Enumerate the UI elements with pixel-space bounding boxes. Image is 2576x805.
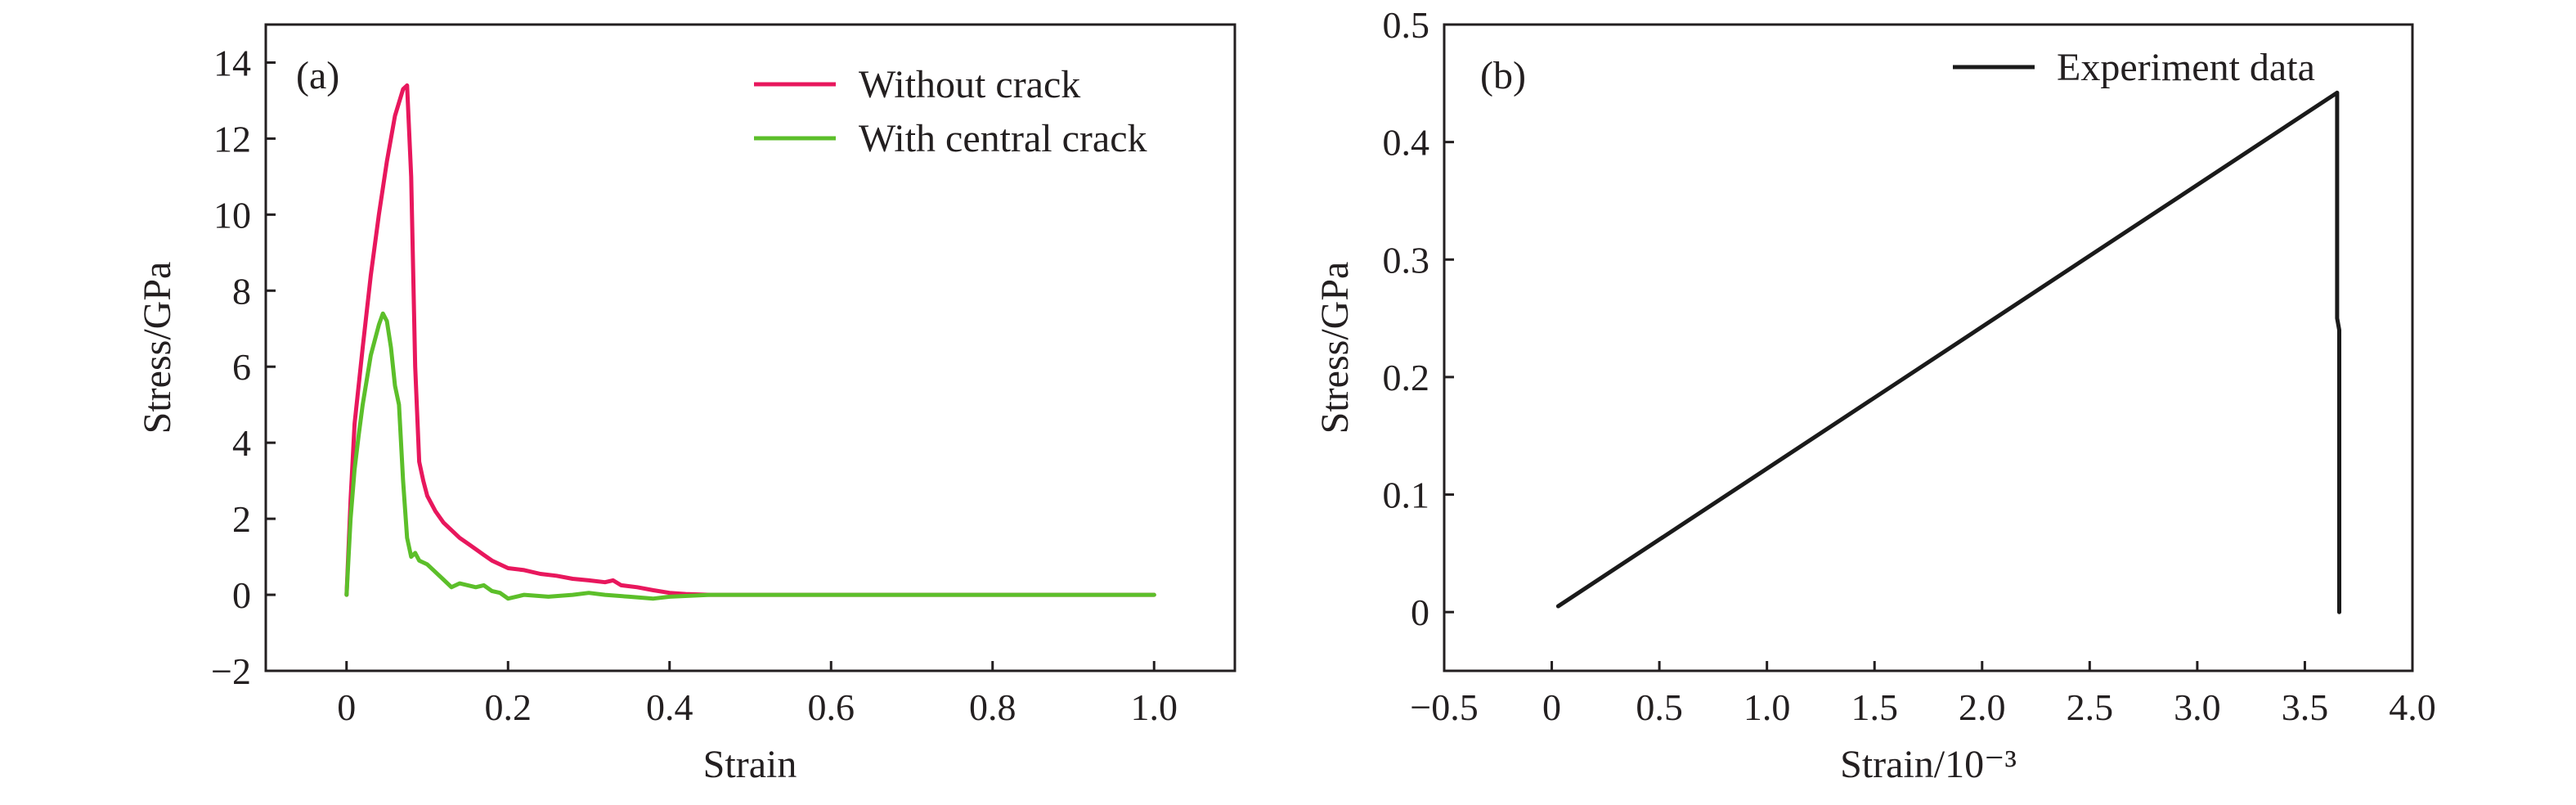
x-tick-label: 0.5	[1636, 686, 1683, 728]
x-axis-label: Strain	[703, 743, 797, 786]
plot-frame	[264, 23, 1236, 672]
x-tick-label: 1.5	[1851, 686, 1898, 728]
chart-panel-b: −0.5 0 0.5 1.0 1.5 2.0 2.5 3.0 3.5 4.0 0 0.1 0.2 0.3…	[1313, 4, 2436, 786]
y-tick-label: −2	[211, 650, 251, 692]
y-axis-label: Stress/GPa	[136, 262, 179, 434]
y-axis: −2 0 2 4 6 8 10 12 14	[211, 42, 276, 692]
x-tick-label: 0.4	[646, 686, 693, 728]
y-tick-label: 0.4	[1383, 122, 1430, 164]
y-tick-label: 10	[213, 194, 251, 236]
series-line-0	[344, 83, 1156, 597]
x-tick-label: 0	[337, 686, 356, 728]
plot-frame	[1443, 23, 2414, 672]
x-tick-label: 0.8	[969, 686, 1016, 728]
x-tick-label: −0.5	[1410, 686, 1478, 728]
x-tick-label: 2.5	[2067, 686, 2114, 728]
series-group	[1555, 90, 2341, 614]
x-tick-label: 1.0	[1131, 686, 1178, 728]
y-tick-label: 8	[232, 270, 251, 312]
panel-label: (b)	[1480, 54, 1526, 97]
y-axis: 0 0.1 0.2 0.3 0.4 0.5	[1383, 4, 1454, 633]
legend: Experiment data	[1953, 46, 2315, 89]
legend-label: Without crack	[859, 63, 1080, 106]
series-group	[344, 83, 1156, 601]
x-axis-label: Strain/10⁻³	[1840, 743, 2017, 786]
y-tick-label: 0.5	[1383, 4, 1430, 46]
chart-panel-a: 0 0.2 0.4 0.6 0.8 1.0 −2 0 2 4 6 8 10 12 14 Without c…	[136, 23, 1236, 786]
y-tick-label: 4	[232, 422, 251, 464]
y-tick-label: 0.3	[1383, 239, 1430, 281]
x-tick-label: 2.0	[1959, 686, 2006, 728]
panel-label: (a)	[296, 54, 339, 97]
series-line-1	[344, 311, 1156, 601]
y-tick-label: 12	[213, 118, 251, 160]
legend-label: Experiment data	[2057, 46, 2315, 89]
y-tick-label: 0.2	[1383, 357, 1430, 398]
y-tick-label: 0	[1411, 591, 1429, 633]
x-axis: −0.5 0 0.5 1.0 1.5 2.0 2.5 3.0 3.5 4.0	[1410, 661, 2436, 728]
x-axis: 0 0.2 0.4 0.6 0.8 1.0	[337, 661, 1178, 728]
x-tick-label: 4.0	[2389, 686, 2436, 728]
y-tick-label: 0	[232, 574, 251, 616]
series-line-0	[1555, 90, 2341, 614]
x-tick-label: 0.2	[485, 686, 532, 728]
legend-label: With central crack	[859, 117, 1147, 160]
x-tick-label: 0	[1542, 686, 1561, 728]
x-tick-label: 3.5	[2282, 686, 2329, 728]
y-tick-label: 2	[232, 498, 251, 540]
y-tick-label: 6	[232, 346, 251, 388]
y-tick-label: 0.1	[1383, 474, 1430, 516]
x-tick-label: 0.6	[808, 686, 855, 728]
y-tick-label: 14	[213, 42, 251, 83]
x-tick-label: 3.0	[2174, 686, 2221, 728]
y-axis-label: Stress/GPa	[1313, 262, 1357, 434]
x-tick-label: 1.0	[1744, 686, 1791, 728]
legend: Without crack With central crack	[754, 63, 1147, 160]
